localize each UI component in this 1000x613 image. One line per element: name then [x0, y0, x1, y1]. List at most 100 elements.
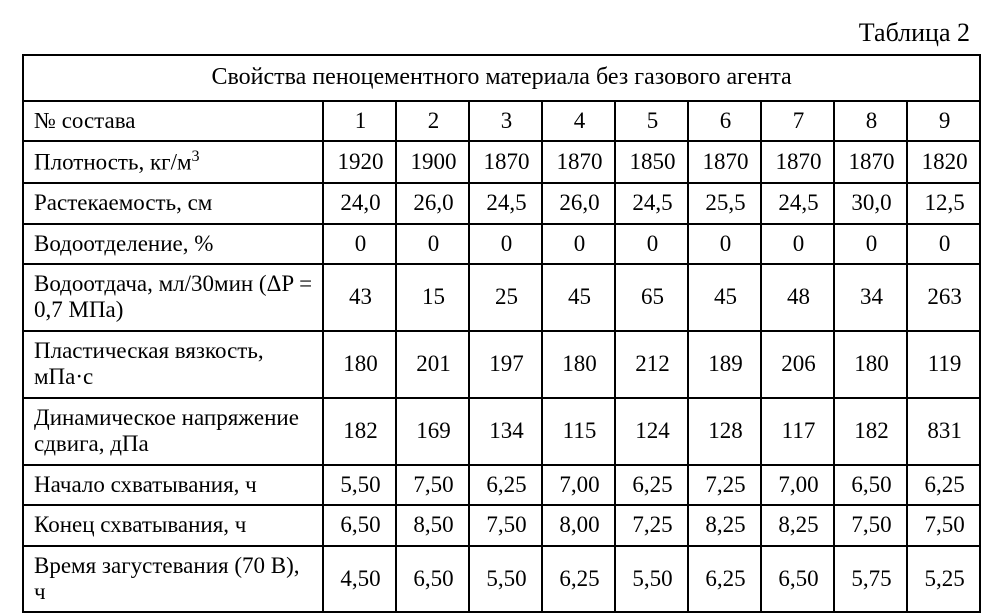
column-header: 1 [323, 101, 396, 141]
cell-value: 8,50 [396, 505, 469, 545]
cell-value: 117 [761, 398, 834, 465]
cell-value: 7,50 [834, 505, 907, 545]
cell-value: 1920 [323, 141, 396, 183]
cell-value: 0 [469, 224, 542, 264]
cell-value: 5,50 [469, 546, 542, 613]
cell-value: 7,25 [688, 465, 761, 505]
cell-value: 0 [834, 224, 907, 264]
cell-value: 45 [688, 264, 761, 331]
cell-value: 30,0 [834, 183, 907, 223]
cell-value: 1870 [834, 141, 907, 183]
cell-value: 7,50 [907, 505, 980, 545]
cell-value: 5,75 [834, 546, 907, 613]
cell-value: 24,5 [469, 183, 542, 223]
cell-value: 7,00 [542, 465, 615, 505]
cell-value: 212 [615, 331, 688, 398]
cell-value: 1870 [688, 141, 761, 183]
cell-value: 1870 [761, 141, 834, 183]
row-label: Время загустевания (70 B), ч [23, 546, 323, 613]
row-label: Конец схватывания, ч [23, 505, 323, 545]
cell-value: 180 [542, 331, 615, 398]
cell-value: 6,25 [469, 465, 542, 505]
column-header: 9 [907, 101, 980, 141]
cell-value: 0 [688, 224, 761, 264]
cell-value: 134 [469, 398, 542, 465]
row-label: Пластическая вязкость, мПа·с [23, 331, 323, 398]
cell-value: 128 [688, 398, 761, 465]
column-header: 2 [396, 101, 469, 141]
cell-value: 1870 [542, 141, 615, 183]
column-header: 8 [834, 101, 907, 141]
table-title: Свойства пеноцементного материала без га… [23, 55, 980, 101]
cell-value: 8,25 [688, 505, 761, 545]
cell-value: 1900 [396, 141, 469, 183]
cell-value: 4,50 [323, 546, 396, 613]
cell-value: 1850 [615, 141, 688, 183]
cell-value: 0 [761, 224, 834, 264]
cell-value: 7,25 [615, 505, 688, 545]
cell-value: 6,50 [834, 465, 907, 505]
cell-value: 6,25 [615, 465, 688, 505]
cell-value: 5,50 [615, 546, 688, 613]
cell-value: 206 [761, 331, 834, 398]
cell-value: 180 [834, 331, 907, 398]
column-header: 6 [688, 101, 761, 141]
cell-value: 26,0 [542, 183, 615, 223]
cell-value: 48 [761, 264, 834, 331]
cell-value: 1820 [907, 141, 980, 183]
cell-value: 25 [469, 264, 542, 331]
cell-value: 115 [542, 398, 615, 465]
cell-value: 45 [542, 264, 615, 331]
header-label: № состава [23, 101, 323, 141]
cell-value: 12,5 [907, 183, 980, 223]
cell-value: 182 [323, 398, 396, 465]
cell-value: 201 [396, 331, 469, 398]
table-caption: Таблица 2 [22, 18, 970, 48]
properties-table: Свойства пеноцементного материала без га… [22, 54, 981, 613]
cell-value: 5,50 [323, 465, 396, 505]
cell-value: 7,50 [469, 505, 542, 545]
cell-value: 169 [396, 398, 469, 465]
cell-value: 43 [323, 264, 396, 331]
cell-value: 831 [907, 398, 980, 465]
cell-value: 7,50 [396, 465, 469, 505]
row-label: Растекаемость, см [23, 183, 323, 223]
column-header: 7 [761, 101, 834, 141]
column-header: 5 [615, 101, 688, 141]
cell-value: 119 [907, 331, 980, 398]
column-header: 3 [469, 101, 542, 141]
cell-value: 6,25 [907, 465, 980, 505]
cell-value: 180 [323, 331, 396, 398]
cell-value: 1870 [469, 141, 542, 183]
cell-value: 189 [688, 331, 761, 398]
cell-value: 6,50 [323, 505, 396, 545]
cell-value: 0 [323, 224, 396, 264]
cell-value: 5,25 [907, 546, 980, 613]
cell-value: 65 [615, 264, 688, 331]
cell-value: 0 [396, 224, 469, 264]
cell-value: 8,25 [761, 505, 834, 545]
row-label: Динамическое напряжение сдвига, дПа [23, 398, 323, 465]
cell-value: 24,0 [323, 183, 396, 223]
row-label: Водоотдача, мл/30мин (ΔP = 0,7 МПа) [23, 264, 323, 331]
cell-value: 26,0 [396, 183, 469, 223]
cell-value: 0 [907, 224, 980, 264]
row-label: Начало схватывания, ч [23, 465, 323, 505]
cell-value: 24,5 [761, 183, 834, 223]
column-header: 4 [542, 101, 615, 141]
cell-value: 6,25 [688, 546, 761, 613]
cell-value: 7,00 [761, 465, 834, 505]
cell-value: 6,25 [542, 546, 615, 613]
cell-value: 6,50 [396, 546, 469, 613]
cell-value: 25,5 [688, 183, 761, 223]
cell-value: 182 [834, 398, 907, 465]
cell-value: 15 [396, 264, 469, 331]
cell-value: 6,50 [761, 546, 834, 613]
cell-value: 0 [542, 224, 615, 264]
cell-value: 197 [469, 331, 542, 398]
cell-value: 24,5 [615, 183, 688, 223]
row-label: Плотность, кг/м3 [23, 141, 323, 183]
cell-value: 124 [615, 398, 688, 465]
row-label: Водоотделение, % [23, 224, 323, 264]
cell-value: 263 [907, 264, 980, 331]
